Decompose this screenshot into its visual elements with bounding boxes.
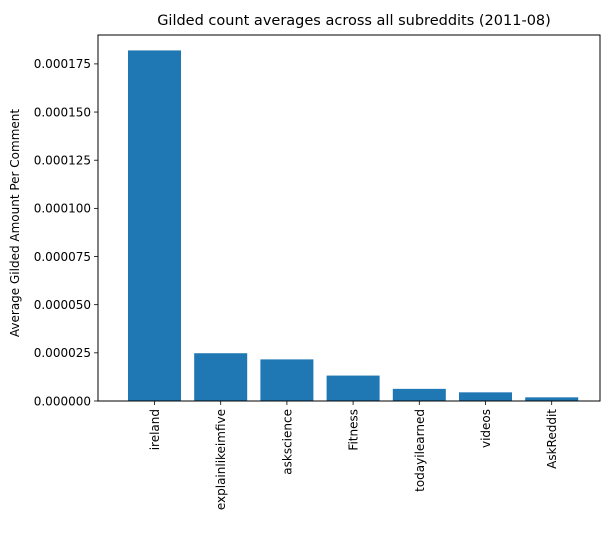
x-tick-label-explainlikeimfive: explainlikeimfive <box>214 409 228 510</box>
x-tick-label-videos: videos <box>479 409 493 448</box>
y-tick-label: 0.000050 <box>34 298 91 312</box>
plot-frame <box>97 34 601 402</box>
bar-Fitness <box>326 375 380 401</box>
y-tick-label: 0.000125 <box>34 154 91 168</box>
bar-explainlikeimfive <box>194 353 248 401</box>
bar-ireland <box>128 50 181 401</box>
x-tick-label-AskReddit: AskReddit <box>545 409 559 469</box>
x-tick-label-ireland: ireland <box>148 409 162 450</box>
y-tick-label: 0.000000 <box>34 394 91 408</box>
y-tick-label: 0.000100 <box>34 202 91 216</box>
bar-AskReddit <box>525 397 579 401</box>
x-axis: ireland explainlikeimfive askscience Fitnes… <box>148 401 559 510</box>
bar-videos <box>459 392 512 401</box>
y-axis: 0.000000 0.000025 0.000050 0.000075 0.000100… <box>34 57 98 408</box>
x-tick-label-askscience: askscience <box>280 409 294 475</box>
x-tick-label-todayilearned: todayilearned <box>413 409 427 492</box>
bar-askscience <box>260 359 314 401</box>
chart-title: Gilded count averages across all subredd… <box>157 13 551 29</box>
y-tick-label: 0.000150 <box>34 105 91 119</box>
y-tick-label: 0.000075 <box>34 250 91 264</box>
bars-layer <box>128 50 579 401</box>
bar-todayilearned <box>392 388 446 401</box>
y-tick-label: 0.000025 <box>34 346 91 360</box>
y-tick-label: 0.000175 <box>34 57 91 71</box>
y-axis-label: Average Gilded Amount Per Comment <box>8 109 22 337</box>
x-tick-label-Fitness: Fitness <box>347 409 361 451</box>
